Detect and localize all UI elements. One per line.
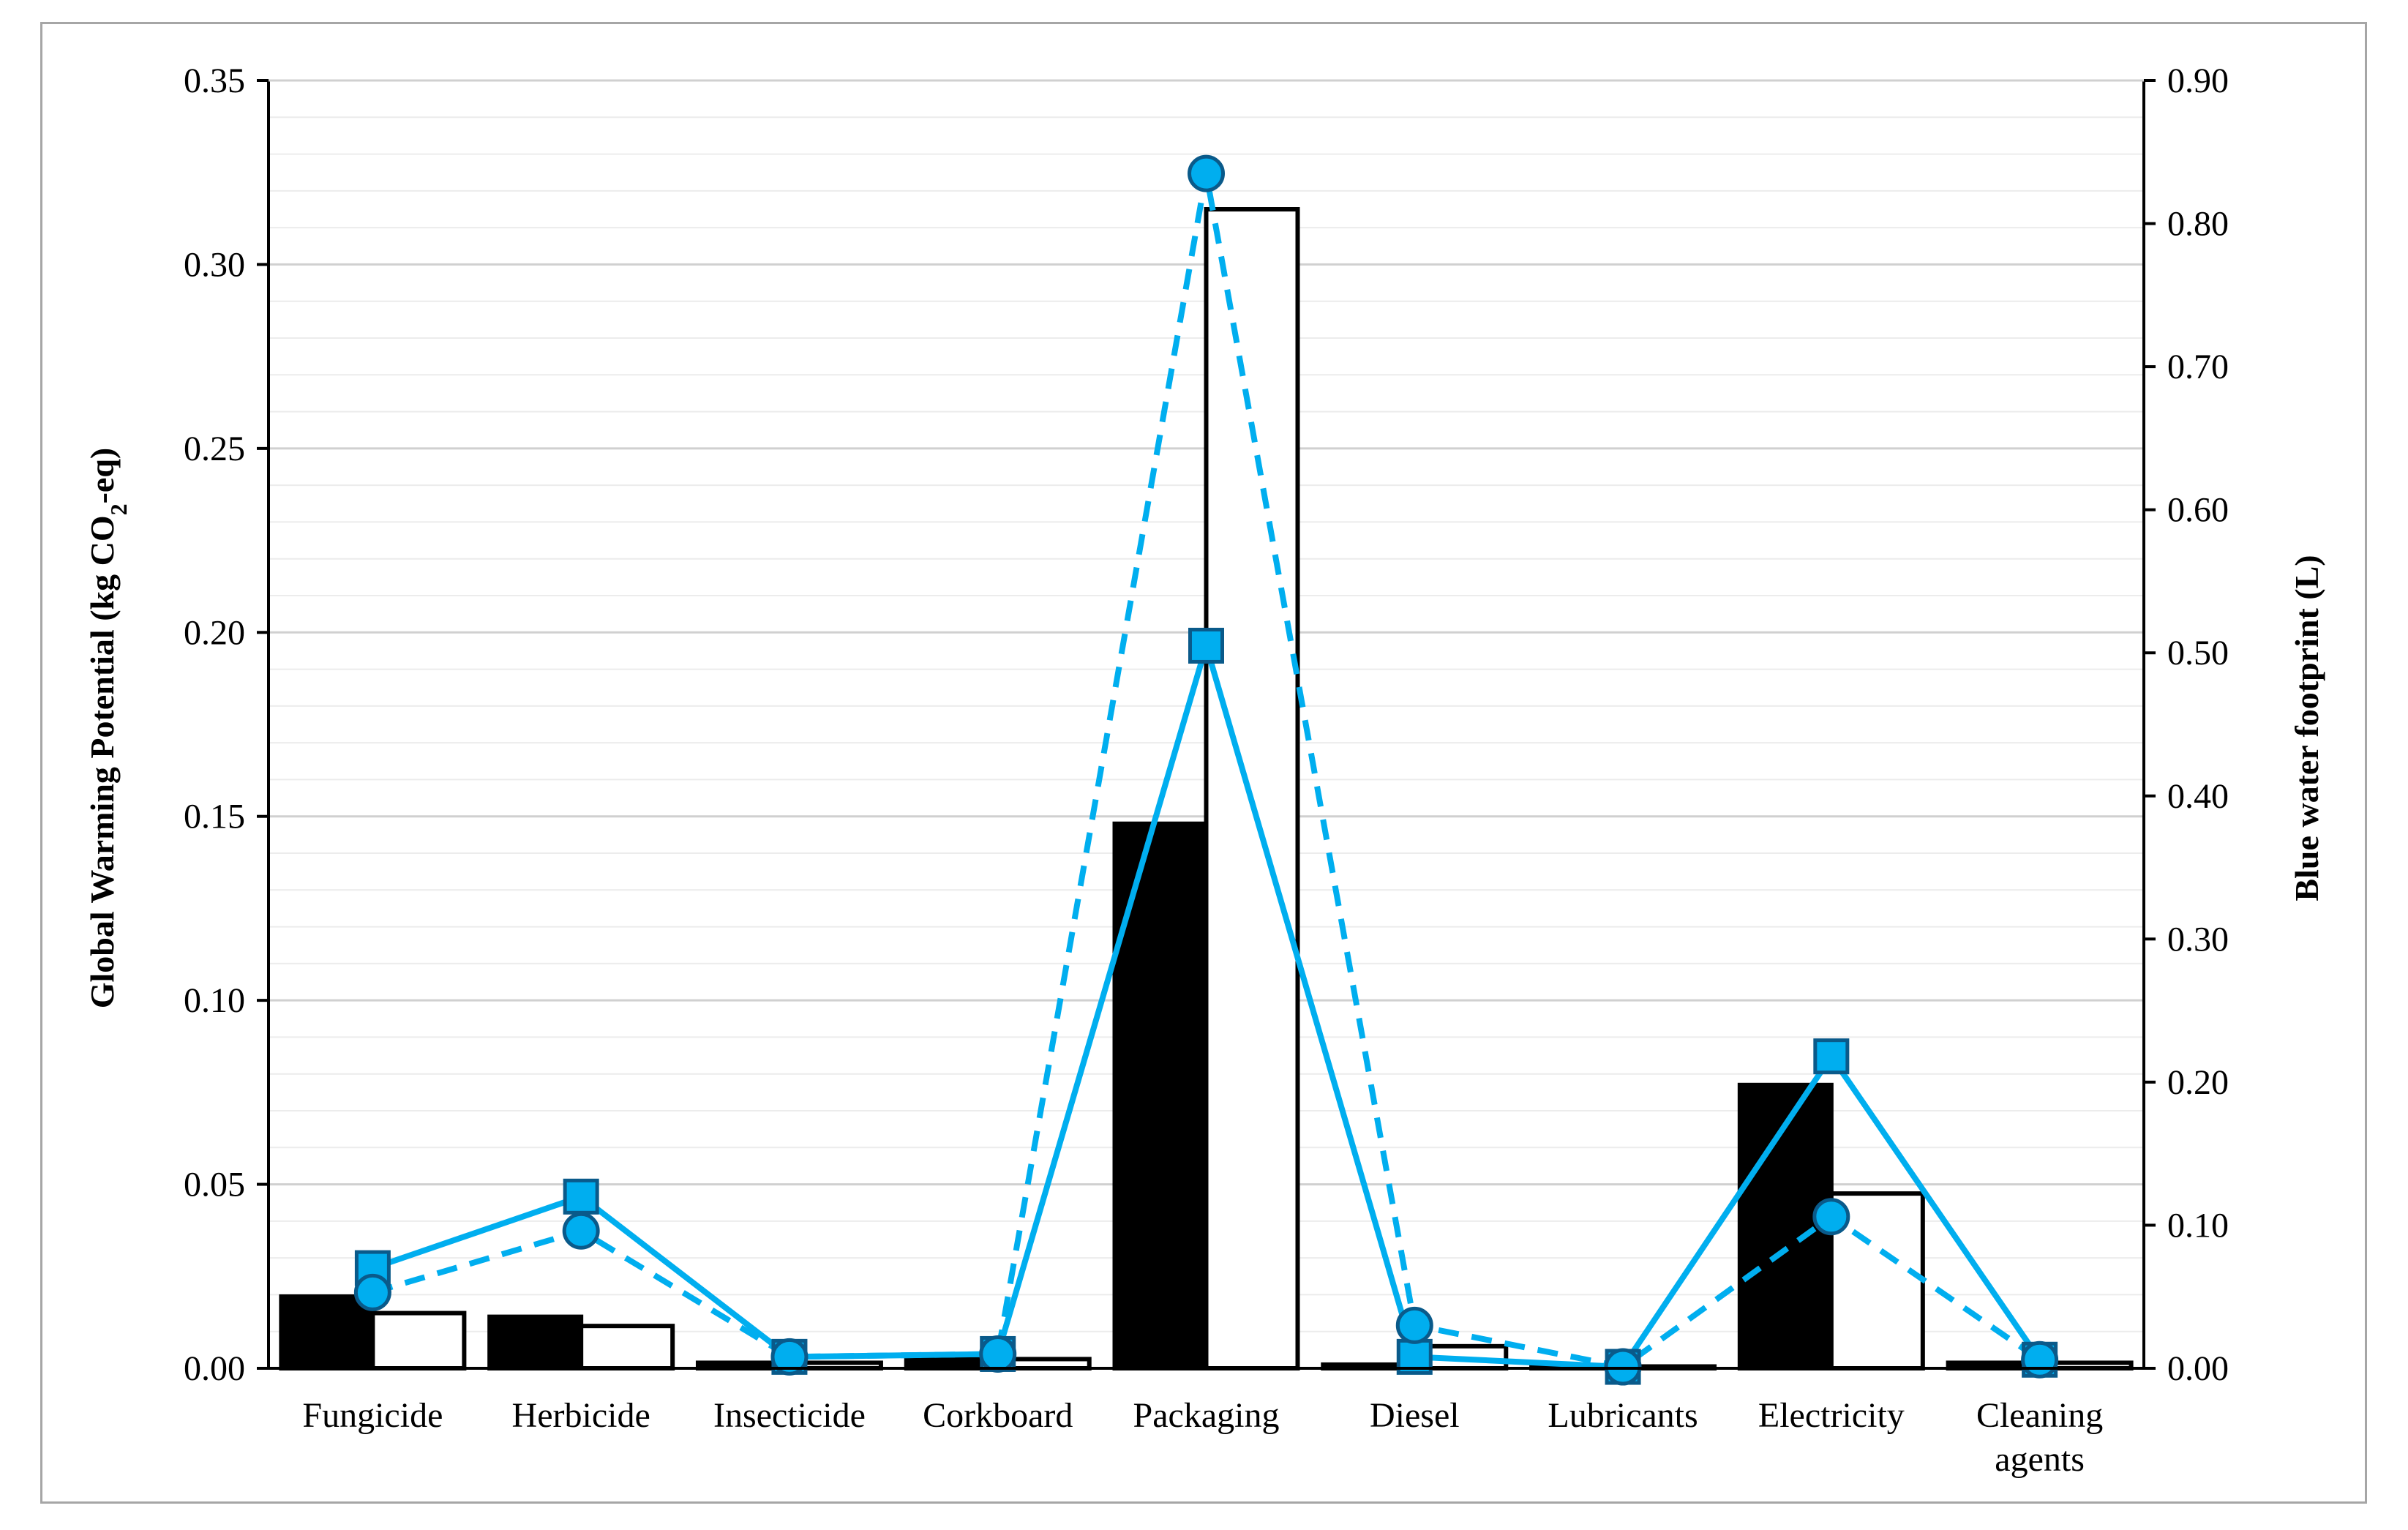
marker-circle-5 — [1395, 1306, 1433, 1344]
category-label: Packaging — [1133, 1396, 1280, 1435]
right-tick-label: 0.70 — [2167, 348, 2229, 386]
category-label: Cleaning agents — [1976, 1396, 2103, 1479]
axes — [267, 79, 2145, 1370]
left-tick-label: 0.25 — [184, 430, 245, 468]
bar-series1-0 — [279, 1294, 375, 1371]
bar-series1-1 — [487, 1314, 584, 1370]
category-label: Electricity — [1758, 1396, 1905, 1435]
category-label: Fungicide — [302, 1396, 443, 1435]
marker-square-7 — [1813, 1038, 1850, 1075]
marker-square-1 — [563, 1178, 599, 1215]
left-tick-label: 0.10 — [184, 981, 245, 1020]
marker-circle-8 — [2021, 1340, 2059, 1379]
category-label: Diesel — [1370, 1396, 1460, 1435]
right-tick-label: 0.10 — [2167, 1206, 2229, 1245]
right-tick-label: 0.00 — [2167, 1349, 2229, 1388]
marker-square-4 — [1188, 627, 1224, 664]
bar-series2-0 — [370, 1310, 467, 1370]
bar-series2-1 — [579, 1324, 675, 1370]
marker-circle-1 — [562, 1212, 600, 1250]
category-label: Insecticide — [713, 1396, 866, 1435]
right-tick-label: 0.50 — [2167, 634, 2229, 672]
left-tick-label: 0.35 — [184, 61, 245, 100]
right-tick-label: 0.80 — [2167, 205, 2229, 244]
right-tick-label: 0.20 — [2167, 1063, 2229, 1102]
right-axis-ticks: 0.00 0.10 0.20 0.30 0.40 0.50 0.60 0.70 0.80 0.90 — [2144, 61, 2229, 1388]
left-tick-label: 0.15 — [184, 798, 245, 836]
category-labels: Fungicide Herbicide Insecticide Corkboard Pa… — [302, 1396, 2103, 1479]
marker-circle-0 — [353, 1273, 391, 1311]
left-tick-label: 0.05 — [184, 1166, 245, 1204]
left-axis-ticks: 0.00 0.05 0.10 0.15 0.20 0.25 0.30 0.35 — [184, 61, 269, 1388]
category-label: Lubricants — [1548, 1396, 1698, 1435]
right-tick-label: 0.30 — [2167, 920, 2229, 959]
right-tick-label: 0.40 — [2167, 777, 2229, 816]
bar-series2-7 — [1828, 1191, 1925, 1370]
marker-circle-3 — [979, 1335, 1017, 1373]
marker-circle-2 — [770, 1338, 809, 1376]
left-tick-label: 0.00 — [184, 1349, 245, 1388]
category-label: Corkboard — [923, 1396, 1073, 1435]
right-tick-label: 0.90 — [2167, 61, 2229, 100]
left-tick-label: 0.30 — [184, 245, 245, 284]
right-tick-label: 0.60 — [2167, 491, 2229, 530]
category-label: Herbicide — [512, 1396, 650, 1435]
left-tick-label: 0.20 — [184, 613, 245, 652]
marker-circle-7 — [1812, 1198, 1850, 1236]
marker-circle-4 — [1188, 154, 1225, 192]
right-axis-title: Blue water footprint (L) — [2288, 555, 2325, 901]
bars — [279, 207, 2134, 1371]
left-axis-title: Global Warming Potential (kg CO2-eq) — [83, 448, 132, 1009]
bar-series2-4 — [1204, 207, 1300, 1370]
